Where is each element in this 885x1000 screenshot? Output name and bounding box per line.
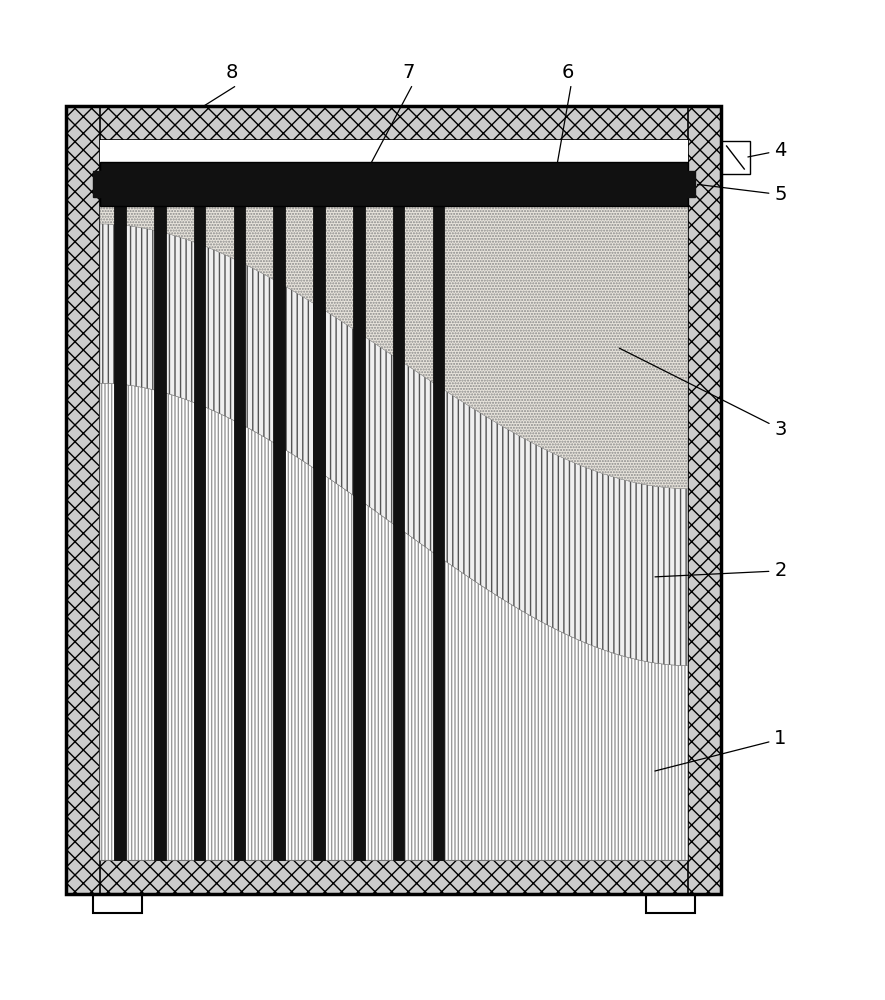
- Text: 5: 5: [697, 184, 787, 204]
- Polygon shape: [114, 206, 126, 860]
- Polygon shape: [313, 206, 325, 860]
- Text: 4: 4: [748, 141, 787, 160]
- Polygon shape: [66, 860, 721, 894]
- Polygon shape: [100, 206, 688, 488]
- Polygon shape: [100, 140, 688, 860]
- Polygon shape: [100, 224, 688, 665]
- Text: 6: 6: [562, 63, 574, 82]
- Polygon shape: [93, 171, 119, 197]
- Polygon shape: [273, 206, 285, 860]
- Polygon shape: [688, 106, 721, 894]
- Polygon shape: [393, 206, 404, 860]
- Polygon shape: [194, 206, 205, 860]
- Polygon shape: [154, 206, 165, 860]
- Text: 1: 1: [655, 729, 787, 771]
- Text: 3: 3: [620, 348, 787, 439]
- Polygon shape: [353, 206, 365, 860]
- Text: 2: 2: [655, 561, 787, 580]
- Polygon shape: [721, 141, 750, 174]
- Text: 7: 7: [403, 63, 415, 82]
- Polygon shape: [66, 106, 100, 894]
- Polygon shape: [100, 383, 688, 860]
- Polygon shape: [234, 206, 245, 860]
- Polygon shape: [93, 894, 142, 913]
- Polygon shape: [669, 171, 695, 197]
- Polygon shape: [646, 894, 695, 913]
- Polygon shape: [66, 106, 721, 140]
- Polygon shape: [433, 206, 444, 860]
- Polygon shape: [100, 162, 688, 206]
- Text: 8: 8: [226, 63, 238, 82]
